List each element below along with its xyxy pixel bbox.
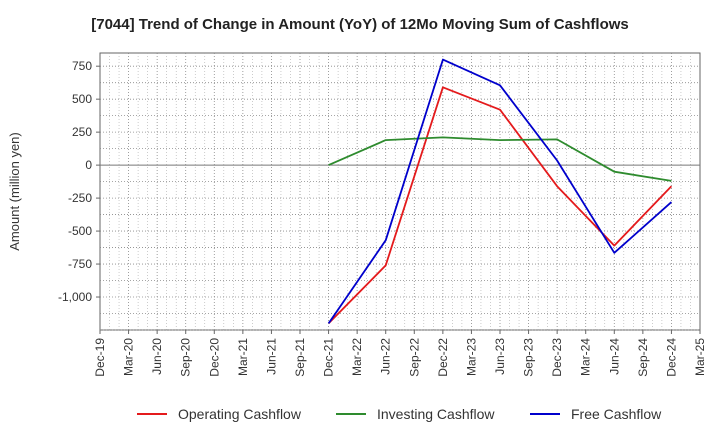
x-tick-label: Jun-23 — [493, 338, 507, 375]
y-tick-label: -1,000 — [58, 290, 92, 304]
y-tick-label: 500 — [72, 92, 92, 106]
x-tick-label: Mar-20 — [122, 338, 136, 376]
series-line-investing-cashflow — [328, 136, 672, 182]
x-tick-label: Jun-22 — [379, 338, 393, 375]
y-tick-label: 0 — [85, 158, 92, 172]
x-tick-label: Sep-22 — [407, 338, 421, 377]
x-tick-label: Mar-24 — [579, 338, 593, 376]
x-tick-label: Dec-20 — [207, 338, 221, 377]
x-tick-label: Dec-23 — [550, 338, 564, 377]
y-tick-label: 750 — [72, 59, 92, 73]
y-tick-label: -750 — [68, 257, 92, 271]
x-tick-label: Dec-22 — [436, 338, 450, 377]
legend-label: Operating Cashflow — [178, 406, 302, 422]
x-tick-label: Sep-23 — [522, 338, 536, 377]
x-tick-label: Dec-24 — [664, 338, 678, 377]
x-tick-label: Sep-21 — [293, 338, 307, 377]
legend-label: Investing Cashflow — [377, 406, 495, 422]
x-tick-label: Mar-22 — [350, 338, 364, 376]
x-tick-label: Jun-24 — [607, 338, 621, 375]
chart-title: [7044] Trend of Change in Amount (YoY) o… — [91, 16, 629, 33]
x-tick-label: Sep-24 — [636, 338, 650, 377]
y-axis-label: Amount (million yen) — [7, 132, 22, 251]
y-tick-label: 250 — [72, 125, 92, 139]
legend-label: Free Cashflow — [571, 406, 662, 422]
y-tick-label: -500 — [68, 224, 92, 238]
x-tick-label: Jun-21 — [264, 338, 278, 375]
y-tick-label: -250 — [68, 191, 92, 205]
x-tick-label: Dec-19 — [93, 338, 107, 377]
x-tick-label: Sep-20 — [179, 338, 193, 377]
series-line-operating-cashflow — [327, 86, 673, 325]
x-tick-label: Jun-20 — [150, 338, 164, 375]
x-tick-label: Mar-23 — [464, 338, 478, 376]
x-tick-label: Dec-21 — [322, 338, 336, 377]
x-tick-label: Mar-25 — [693, 338, 707, 376]
series-line-free-cashflow — [327, 58, 672, 324]
x-tick-label: Mar-21 — [236, 338, 250, 376]
plot-frame — [99, 52, 701, 331]
